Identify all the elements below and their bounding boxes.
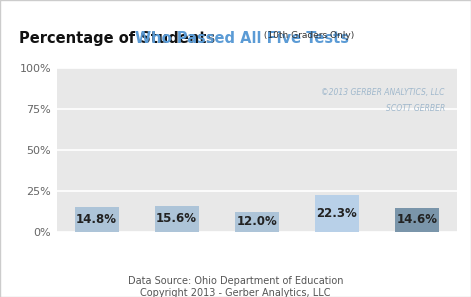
Text: Copyright 2013 - Gerber Analytics, LLC: Copyright 2013 - Gerber Analytics, LLC (140, 287, 331, 297)
Bar (74, 208, 119, 232)
Text: 2012: 2012 (401, 241, 433, 254)
Text: 12.0%: 12.0% (236, 215, 277, 228)
Text: SCOTT GERBER: SCOTT GERBER (386, 104, 445, 113)
Bar (395, 208, 439, 232)
Text: Percentage of Students: Percentage of Students (19, 31, 220, 46)
Text: 2010: 2010 (241, 241, 273, 254)
Text: Data Source: Ohio Department of Education: Data Source: Ohio Department of Educatio… (128, 276, 343, 286)
Text: 2009: 2009 (161, 241, 193, 254)
Bar (315, 195, 359, 232)
Bar (154, 206, 199, 232)
Text: (10th Graders Only): (10th Graders Only) (261, 31, 354, 40)
Text: 22.3%: 22.3% (317, 207, 357, 220)
Bar (235, 212, 279, 232)
Text: 15.6%: 15.6% (156, 212, 197, 225)
Text: 14.6%: 14.6% (396, 213, 438, 226)
Text: 2011: 2011 (321, 241, 353, 254)
Text: 14.8%: 14.8% (76, 213, 117, 226)
Text: ©2013 GERBER ANALYTICS, LLC: ©2013 GERBER ANALYTICS, LLC (321, 88, 445, 97)
Text: Who Passed All Five Tests: Who Passed All Five Tests (135, 31, 349, 46)
Text: 2008: 2008 (81, 241, 113, 254)
